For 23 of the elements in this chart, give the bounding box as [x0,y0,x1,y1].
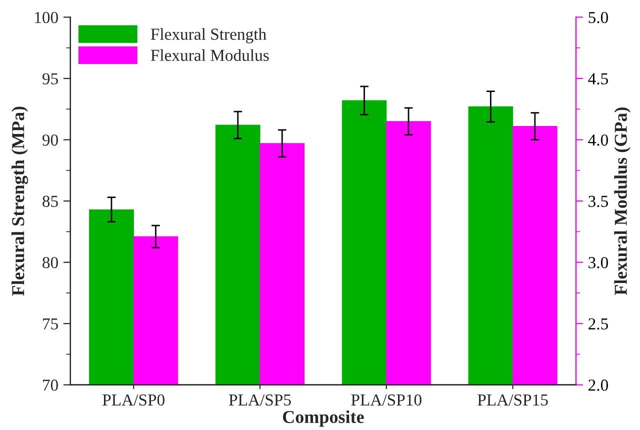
x-axis-title: Composite [282,410,364,427]
x-tick-label: PLA/SP5 [228,394,291,406]
y-tick-label: 85 [42,196,58,207]
y2-tick-label: 5.0 [588,12,608,24]
y-tick-label: 90 [42,134,58,146]
x-tick-label: PLA/SP15 [478,394,548,406]
y-tick-label: 95 [42,73,58,84]
x-tick-label: PLA/SP0 [102,394,164,406]
y2-tick-label: 3.5 [588,196,608,208]
y2-tick-label: 2.5 [588,318,608,330]
y-tick-label: 100 [35,12,58,24]
y-tick-label: 70 [43,380,58,391]
y2-tick-label: 2.0 [588,380,608,391]
y2-tick-label: 4.5 [588,73,608,84]
legend-label: Flexural Strength [150,28,266,44]
y2-tick-label: 3.0 [588,257,608,268]
y2-tick-label: 4.0 [588,134,608,146]
x-tick-label: PLA/SP10 [351,394,422,406]
y2-axis-title: Flexural Modulus (GPa) [614,108,631,296]
y-tick-label: 80 [42,257,58,268]
legend-label: Flexural Modulus [150,49,269,61]
y-axis-title: Flexural Strength (MPa) [12,106,28,296]
y-tick-label: 75 [43,318,58,330]
